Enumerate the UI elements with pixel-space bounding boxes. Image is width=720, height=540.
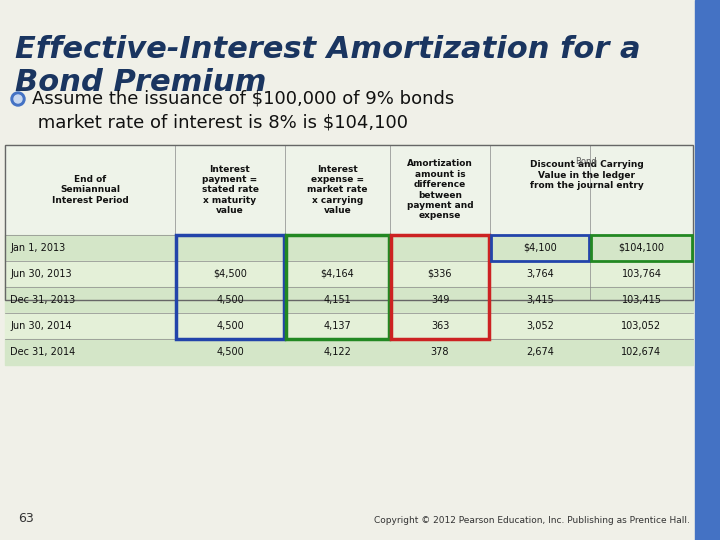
Text: End of
Semiannual
Interest Period: End of Semiannual Interest Period	[52, 175, 128, 205]
Text: $104,100: $104,100	[618, 243, 665, 253]
Bar	[5, 261, 693, 287]
Circle shape	[11, 92, 25, 106]
Text: 3,764: 3,764	[526, 269, 554, 279]
Bar	[5, 145, 693, 235]
Bar	[286, 235, 389, 339]
Text: Interest
payment =
stated rate
x maturity
value: Interest payment = stated rate x maturit…	[202, 165, 258, 215]
Bar	[591, 235, 692, 261]
Text: 3,415: 3,415	[526, 295, 554, 305]
Bar	[5, 339, 693, 365]
Text: 4,122: 4,122	[323, 347, 351, 357]
Text: $336: $336	[428, 269, 452, 279]
Bar	[176, 235, 284, 339]
Bar	[5, 313, 693, 339]
Text: Dec 31, 2014: Dec 31, 2014	[10, 347, 76, 357]
Bar	[491, 235, 589, 261]
Text: $4,500: $4,500	[213, 269, 247, 279]
Text: 103,415: 103,415	[621, 295, 662, 305]
Text: Bond Premium: Bond Premium	[15, 68, 266, 97]
Text: Dec 31, 2013: Dec 31, 2013	[10, 295, 76, 305]
Text: Bond: Bond	[575, 157, 598, 166]
Text: 378: 378	[431, 347, 449, 357]
Bar	[695, 0, 720, 540]
Bar	[391, 235, 489, 339]
Text: 4,151: 4,151	[323, 295, 351, 305]
Bar	[5, 287, 693, 313]
Text: 363: 363	[431, 321, 449, 331]
Text: 2,674: 2,674	[526, 347, 554, 357]
Bar	[5, 145, 693, 300]
Circle shape	[14, 95, 22, 103]
Text: Interest
expense =
market rate
x carrying
value: Interest expense = market rate x carryin…	[307, 165, 368, 215]
Text: Jan 1, 2013: Jan 1, 2013	[10, 243, 66, 253]
Bar	[5, 145, 693, 300]
Text: Jun 30, 2013: Jun 30, 2013	[10, 269, 71, 279]
Text: 63: 63	[18, 512, 34, 525]
Text: 4,500: 4,500	[216, 347, 244, 357]
Text: Jun 30, 2014: Jun 30, 2014	[10, 321, 71, 331]
Text: 349: 349	[431, 295, 449, 305]
Text: $4,100: $4,100	[523, 243, 557, 253]
Text: 4,500: 4,500	[216, 321, 244, 331]
Text: 4,500: 4,500	[216, 295, 244, 305]
Text: Assume the issuance of $100,000 of 9% bonds
 market rate of interest is 8% is $1: Assume the issuance of $100,000 of 9% bo…	[32, 90, 454, 132]
Text: Discount and Carrying
Value in the ledger
from the journal entry: Discount and Carrying Value in the ledge…	[530, 160, 644, 190]
Text: 102,674: 102,674	[621, 347, 662, 357]
Text: Copyright © 2012 Pearson Education, Inc. Publishing as Prentice Hall.: Copyright © 2012 Pearson Education, Inc.…	[374, 516, 690, 525]
Text: 103,052: 103,052	[621, 321, 662, 331]
Text: 103,764: 103,764	[621, 269, 662, 279]
Text: Amortization
amount is
difference
between
payment and
expense: Amortization amount is difference betwee…	[407, 159, 473, 220]
Bar	[5, 235, 693, 261]
Text: 3,052: 3,052	[526, 321, 554, 331]
Text: Effective-Interest Amortization for a: Effective-Interest Amortization for a	[15, 35, 641, 64]
Text: 4,137: 4,137	[323, 321, 351, 331]
Text: $4,164: $4,164	[320, 269, 354, 279]
